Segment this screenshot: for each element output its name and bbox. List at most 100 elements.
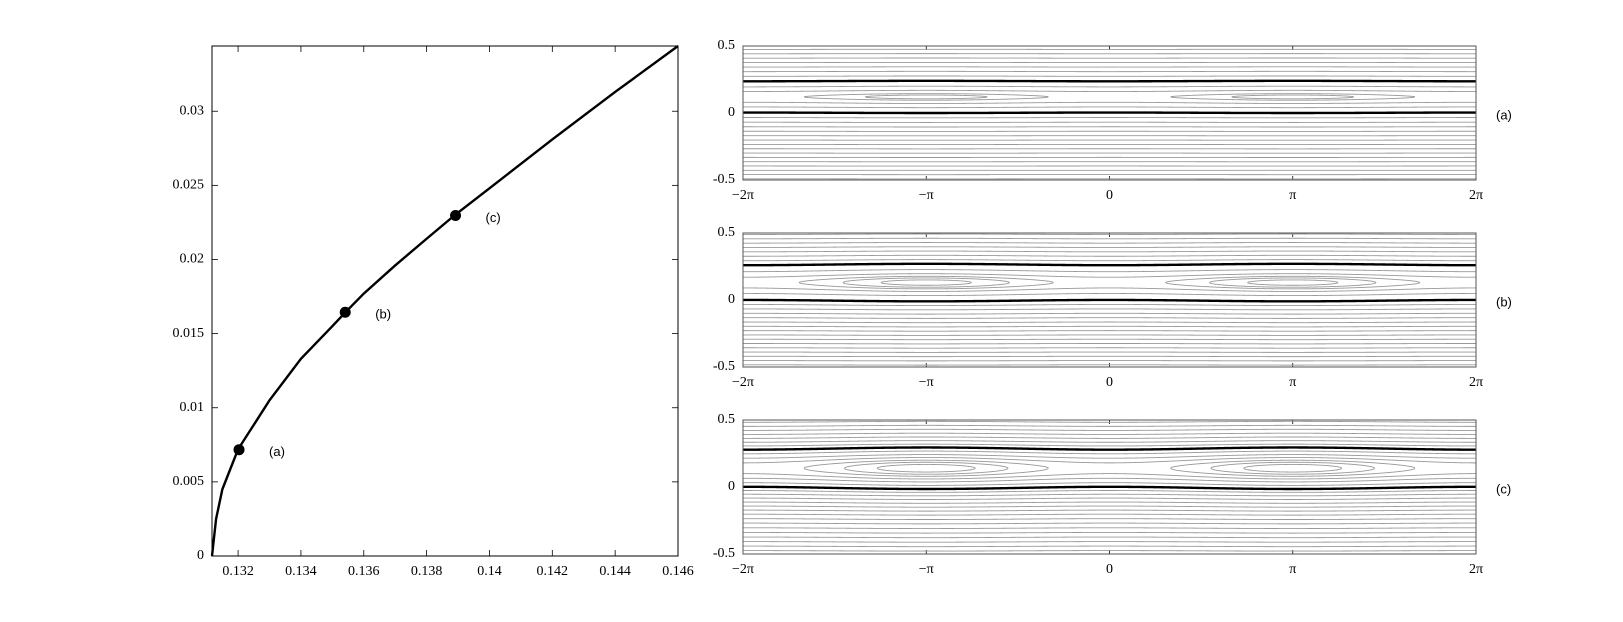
streamline bbox=[743, 330, 1476, 332]
x-tick-label: 0 bbox=[1106, 188, 1113, 203]
streamline bbox=[743, 532, 1476, 534]
streamline bbox=[743, 536, 1476, 539]
x-tick-label: 0.134 bbox=[285, 564, 317, 579]
streamline bbox=[743, 106, 1476, 109]
streamline bbox=[743, 420, 1476, 423]
streamline bbox=[743, 443, 1476, 447]
x-tick-label: −π bbox=[919, 562, 934, 577]
streamline bbox=[743, 321, 1476, 324]
thick-streamline bbox=[743, 298, 1476, 303]
streamline bbox=[743, 555, 1476, 556]
streamline bbox=[743, 413, 1476, 414]
x-tick-label: π bbox=[1289, 562, 1296, 577]
plot-frame bbox=[742, 45, 1477, 181]
streamline bbox=[880, 282, 1339, 286]
streamline bbox=[743, 450, 1476, 455]
streamline bbox=[743, 482, 1476, 486]
x-tick-label: 0.132 bbox=[222, 564, 254, 579]
panel-label: (a) bbox=[1496, 107, 1512, 122]
thick-streamline bbox=[743, 446, 1476, 451]
streamline bbox=[743, 550, 1476, 552]
streamline bbox=[743, 518, 1476, 520]
x-tick-label: 2π bbox=[1469, 562, 1483, 577]
streamline bbox=[876, 468, 1343, 473]
x-tick-label: 0.142 bbox=[537, 564, 569, 579]
x-tick-label: −2π bbox=[732, 375, 754, 390]
streamline bbox=[743, 417, 1476, 418]
streamline bbox=[743, 89, 1476, 93]
contour-group bbox=[743, 233, 1476, 366]
y-tick-label: 0.5 bbox=[718, 38, 736, 53]
streamline bbox=[743, 490, 1476, 493]
y-tick-label: 0.025 bbox=[173, 178, 205, 193]
marked-point bbox=[450, 209, 462, 221]
streamline bbox=[743, 246, 1476, 248]
streamline bbox=[743, 303, 1476, 307]
streamline bbox=[743, 477, 1476, 483]
streamline bbox=[743, 293, 1476, 297]
panel-label: (b) bbox=[1496, 294, 1512, 309]
y-tick-label: 0 bbox=[728, 105, 735, 120]
plot-frame bbox=[742, 232, 1477, 368]
streamline bbox=[844, 467, 1375, 475]
streamline bbox=[743, 509, 1476, 512]
streamline bbox=[743, 522, 1476, 525]
streamline bbox=[743, 454, 1476, 459]
x-tick-label: −π bbox=[919, 188, 934, 203]
point-label: (a) bbox=[269, 444, 285, 459]
streamline bbox=[880, 279, 1339, 283]
streamline bbox=[743, 501, 1476, 504]
streamline bbox=[743, 505, 1476, 508]
x-tick-label: −2π bbox=[732, 188, 754, 203]
streamline bbox=[803, 467, 1416, 477]
x-tick-label: 0.136 bbox=[348, 564, 380, 579]
streamline bbox=[743, 436, 1476, 439]
streamline bbox=[743, 259, 1476, 262]
streamline bbox=[844, 461, 1375, 469]
streamline bbox=[743, 497, 1476, 500]
contour-group bbox=[743, 394, 1476, 556]
y-tick-label: 0.005 bbox=[173, 474, 205, 489]
y-tick-label: 0.01 bbox=[180, 400, 205, 415]
streamline bbox=[743, 273, 1476, 278]
streamline bbox=[743, 399, 1476, 400]
streamline bbox=[743, 85, 1476, 88]
streamline bbox=[743, 254, 1476, 257]
y-tick-label: 0.5 bbox=[718, 412, 736, 427]
x-tick-label: −π bbox=[919, 375, 934, 390]
thick-streamline bbox=[743, 485, 1476, 491]
streamline bbox=[743, 527, 1476, 529]
streamline bbox=[743, 101, 1476, 104]
y-tick-label: 0.02 bbox=[180, 252, 205, 267]
y-tick-label: 0.5 bbox=[718, 225, 736, 240]
point-label: (c) bbox=[486, 210, 501, 225]
plot-frame bbox=[211, 45, 679, 557]
x-tick-label: 0.138 bbox=[411, 564, 443, 579]
marked-point bbox=[339, 306, 351, 318]
streamline bbox=[842, 282, 1377, 288]
streamline bbox=[743, 325, 1476, 328]
x-tick-label: 0.144 bbox=[599, 564, 631, 579]
streamline bbox=[803, 459, 1416, 469]
x-tick-label: 2π bbox=[1469, 188, 1483, 203]
y-tick-label: 0 bbox=[728, 479, 735, 494]
y-tick-label: -0.5 bbox=[713, 172, 735, 187]
x-tick-label: −2π bbox=[732, 562, 754, 577]
curve bbox=[210, 45, 679, 557]
streamline bbox=[803, 96, 1416, 101]
streamline bbox=[743, 394, 1476, 395]
x-tick-label: 2π bbox=[1469, 375, 1483, 390]
panel-label: (c) bbox=[1496, 481, 1511, 496]
streamline bbox=[743, 312, 1476, 315]
streamline bbox=[865, 94, 1354, 98]
streamline bbox=[743, 237, 1476, 240]
streamline bbox=[798, 282, 1421, 290]
streamline bbox=[743, 440, 1476, 443]
y-tick-label: 0 bbox=[728, 292, 735, 307]
streamline bbox=[803, 93, 1416, 98]
streamline bbox=[865, 96, 1354, 100]
streamline bbox=[743, 424, 1476, 427]
thick-streamline bbox=[743, 262, 1476, 267]
x-tick-label: 0 bbox=[1106, 562, 1113, 577]
